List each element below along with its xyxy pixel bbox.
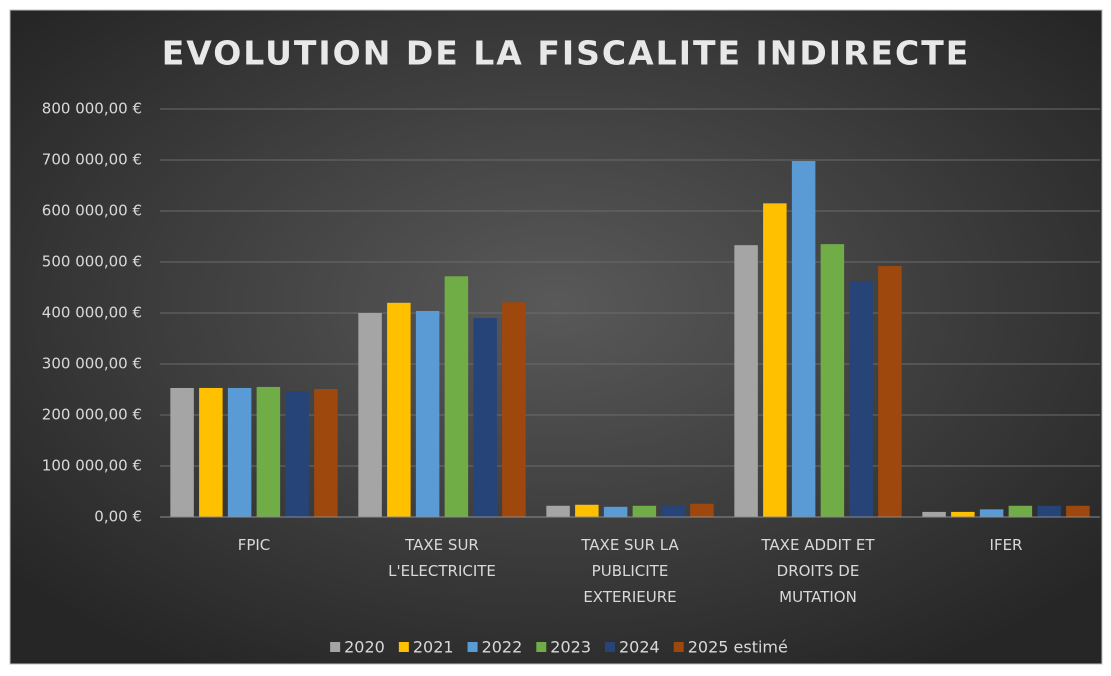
bar — [763, 203, 787, 517]
bar — [502, 302, 526, 517]
x-tick-label: TAXE SUR LA PUBLICITE EXTERIEURE — [581, 536, 679, 606]
y-tick-label: 600 000,00 € — [42, 202, 142, 220]
bar — [734, 245, 758, 518]
bar — [1037, 505, 1061, 517]
bar — [170, 387, 194, 517]
bar — [387, 302, 411, 517]
bar — [979, 509, 1004, 517]
x-tick-label: IFER — [989, 536, 1023, 554]
legend-swatch — [467, 642, 478, 652]
y-tick-label: 700 000,00 € — [42, 151, 142, 169]
y-tick-label: 300 000,00 € — [42, 355, 142, 373]
y-tick-label: 800 000,00 € — [42, 100, 142, 118]
bar — [951, 511, 975, 517]
bar — [285, 391, 309, 517]
bar — [314, 388, 338, 517]
legend-label: 2022 — [482, 638, 523, 657]
bar — [820, 244, 845, 517]
bar — [603, 506, 628, 517]
bar — [1008, 505, 1033, 517]
y-tick-label: 500 000,00 € — [42, 253, 142, 271]
bar — [632, 505, 657, 517]
bar — [690, 503, 714, 517]
bar — [199, 387, 223, 517]
y-tick-label: 100 000,00 € — [42, 457, 142, 475]
y-tick-label: 400 000,00 € — [42, 304, 142, 322]
legend-label: 2020 — [344, 638, 385, 657]
y-tick-label: 200 000,00 € — [42, 406, 142, 424]
x-tick-label: TAXE SUR L'ELECTRICITE — [388, 536, 496, 580]
x-tick-label: TAXE ADDIT ET DROITS DE MUTATION — [761, 536, 875, 606]
y-tick-label: 0,00 € — [94, 508, 142, 526]
bar — [444, 276, 469, 517]
legend-swatch — [605, 642, 616, 652]
legend-swatch — [673, 642, 684, 652]
bar — [415, 310, 440, 517]
legend-swatch — [398, 642, 409, 652]
legend-swatch — [536, 642, 547, 652]
chart-background — [9, 9, 1103, 665]
bar — [1066, 505, 1090, 517]
bar — [661, 505, 685, 517]
bar — [791, 161, 816, 517]
bar — [878, 266, 902, 517]
chart-title: EVOLUTION DE LA FISCALITE INDIRECTE — [162, 34, 971, 73]
bar — [922, 511, 946, 517]
bar — [849, 280, 873, 517]
bar — [473, 318, 497, 517]
legend-label: 2023 — [550, 638, 591, 657]
legend-label: 2025 estimé — [688, 638, 788, 657]
bar — [575, 504, 599, 517]
legend-label: 2021 — [413, 638, 454, 657]
bar — [227, 387, 252, 517]
x-tick-label: FPIC — [237, 536, 271, 554]
bar — [546, 505, 570, 517]
bar — [358, 313, 382, 517]
bar — [256, 386, 281, 517]
legend-swatch — [330, 642, 341, 652]
legend-label: 2024 — [619, 638, 660, 657]
